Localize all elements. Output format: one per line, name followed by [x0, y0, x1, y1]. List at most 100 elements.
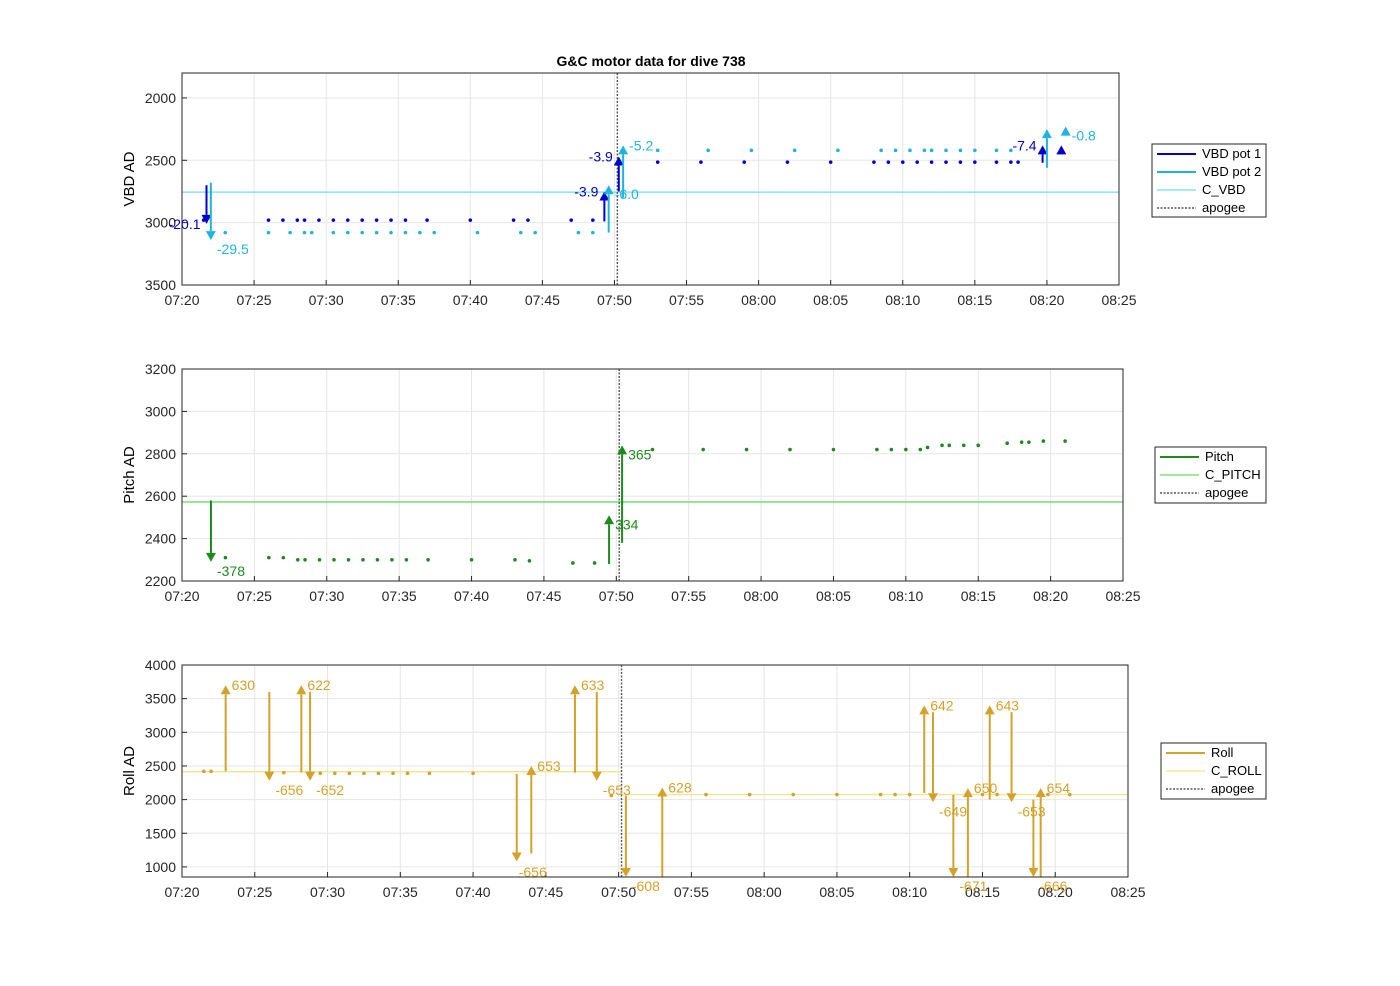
- move-arrow-head: [604, 515, 615, 525]
- move-arrow-head: [1006, 793, 1017, 803]
- data-point: [331, 230, 336, 235]
- x-tick-label: 07:45: [528, 884, 563, 900]
- data-point: [360, 230, 364, 235]
- data-point: [209, 769, 213, 774]
- arrow-value-label: 628: [668, 779, 692, 795]
- arrow-value-label: -5.2: [629, 137, 653, 153]
- data-point: [655, 160, 660, 164]
- x-tick-label: 07:35: [381, 292, 416, 308]
- data-point: [404, 558, 409, 562]
- arrow-value-label: 642: [930, 697, 954, 713]
- data-point: [875, 447, 879, 452]
- data-point: [785, 160, 790, 164]
- axes-background: [182, 73, 1119, 285]
- x-tick-label: 08:20: [1029, 292, 1064, 308]
- x-tick-label: 08:00: [741, 292, 776, 308]
- legend-label: C_PITCH: [1205, 467, 1261, 482]
- x-tick-label: 07:45: [525, 292, 560, 308]
- axes-frame: [181, 368, 1124, 582]
- x-tick-label: 08:15: [961, 588, 996, 604]
- data-point: [511, 218, 516, 222]
- data-point: [288, 230, 292, 235]
- x-tick-label: 07:55: [674, 884, 709, 900]
- y-tick-label: 4000: [145, 657, 176, 673]
- data-point: [994, 148, 999, 153]
- x-tick-label: 07:55: [671, 588, 706, 604]
- x-tick-label: 07:20: [164, 292, 199, 308]
- data-point: [281, 218, 285, 222]
- legend-label: VBD pot 1: [1202, 146, 1261, 161]
- y-axis-label: VBD AD: [121, 151, 138, 206]
- legend-label: Pitch: [1205, 449, 1234, 464]
- x-tick-label: 08:00: [747, 884, 782, 900]
- data-point: [266, 218, 271, 222]
- figure-title: G&C motor data for dive 738: [556, 53, 745, 69]
- arrow-value-label: -671: [959, 878, 987, 894]
- move-arrow-head: [205, 231, 216, 241]
- arrow-value-label: -3.9: [589, 149, 613, 165]
- x-tick-label: 07:25: [237, 884, 272, 900]
- x-tick-label: 08:25: [1105, 588, 1140, 604]
- data-point: [893, 148, 898, 153]
- data-point: [267, 555, 271, 560]
- x-tick-label: 07:35: [382, 588, 417, 604]
- data-point: [527, 559, 532, 563]
- data-point: [391, 771, 395, 776]
- data-point: [922, 148, 927, 153]
- data-point: [389, 230, 393, 235]
- data-point: [576, 230, 581, 235]
- data-point: [1063, 439, 1067, 443]
- move-arrow-head: [613, 156, 624, 166]
- data-point: [994, 160, 999, 164]
- data-point: [309, 230, 314, 235]
- x-tick-label: 07:45: [526, 588, 561, 604]
- move-arrow-head: [511, 852, 522, 862]
- x-tick-label: 07:20: [164, 588, 199, 604]
- move-arrow-head: [296, 685, 307, 695]
- y-axis-label: Pitch AD: [121, 446, 138, 504]
- move-arrow-head: [201, 214, 212, 224]
- data-point: [980, 792, 985, 797]
- data-point: [346, 558, 351, 562]
- legend-label: C_VBD: [1202, 182, 1245, 197]
- arrow-value-label: -0.8: [1072, 128, 1096, 144]
- y-tick-label: 3000: [145, 215, 176, 231]
- x-tick-label: 08:20: [1038, 884, 1073, 900]
- arrow-value-label: 633: [581, 677, 605, 693]
- arrow-value-label: -652: [316, 782, 344, 798]
- y-tick-label: 3000: [145, 724, 176, 740]
- data-point: [929, 148, 934, 153]
- y-tick-label: 1000: [145, 859, 176, 875]
- data-point: [788, 447, 792, 452]
- data-point: [893, 792, 897, 797]
- data-point: [973, 160, 977, 164]
- data-point: [569, 218, 574, 222]
- move-arrow-head: [1035, 788, 1046, 798]
- data-point: [961, 443, 966, 448]
- data-point: [650, 447, 655, 452]
- data-point: [1041, 439, 1046, 443]
- data-point: [375, 558, 380, 562]
- x-tick-label: 08:15: [957, 292, 992, 308]
- data-point: [317, 218, 321, 222]
- arrow-value-label: -653: [1018, 803, 1046, 819]
- arrow-value-label: 622: [307, 677, 331, 693]
- arrow-value-label: -7.4: [1012, 137, 1036, 153]
- y-tick-label: 2800: [145, 446, 176, 462]
- y-tick-label: 3500: [145, 691, 176, 707]
- arrow-value-label: 654: [1047, 780, 1071, 796]
- data-point: [749, 148, 754, 153]
- arrow-value-label: -656: [519, 864, 547, 880]
- arrow-value-label: 643: [996, 697, 1020, 713]
- data-point: [374, 230, 379, 235]
- move-arrow-head: [526, 765, 537, 775]
- x-tick-label: 08:05: [816, 588, 851, 604]
- arrow-value-label: -666: [1039, 878, 1067, 894]
- data-point: [591, 230, 595, 235]
- data-point: [940, 443, 944, 448]
- data-point: [1046, 792, 1050, 797]
- data-point: [947, 443, 952, 448]
